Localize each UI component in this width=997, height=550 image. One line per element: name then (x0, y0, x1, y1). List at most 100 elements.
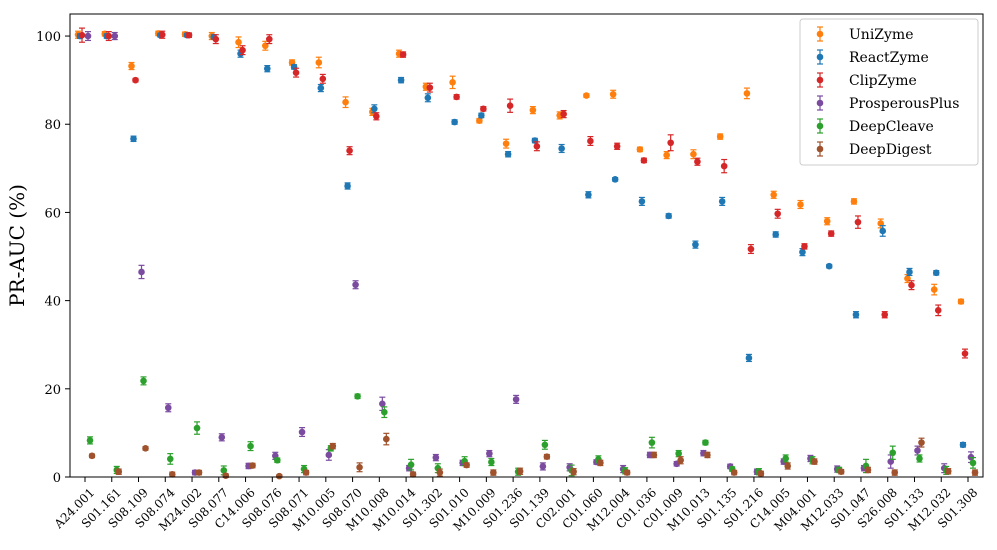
point-ClipZyme-S01.135 (720, 162, 728, 170)
point-ProsperousPlus-M10.008 (379, 400, 386, 408)
legend-label-UniZyme: UniZyme (849, 27, 914, 43)
point-UniZyme-S01.139 (529, 106, 537, 114)
point-ClipZyme-C01.036 (640, 157, 648, 164)
y-axis: 0 20 40 60 80 100 (36, 30, 70, 486)
series-DeepCleave (86, 376, 977, 477)
point-ClipZyme-S01.133 (908, 281, 915, 289)
point-ReactZyme-M10.014 (397, 76, 405, 84)
point-DeepDigest-S08.076 (276, 472, 283, 480)
point-ReactZyme-M04.001 (799, 248, 806, 256)
point-UniZyme-S01.047 (850, 198, 858, 205)
point-ClipZyme-S01.216 (747, 245, 755, 253)
point-ClipZyme-S08.070 (346, 147, 353, 154)
point-ClipZyme-S08.076 (266, 35, 273, 43)
point-DeepDigest-S01.135 (730, 469, 738, 476)
point-ClipZyme-M04.001 (801, 243, 808, 250)
point-ReactZyme-C01.060 (585, 191, 592, 199)
point-DeepCleave-S08.070 (354, 393, 361, 400)
point-DeepDigest-S08.074 (168, 471, 176, 478)
point-ProsperousPlus-S01.302 (432, 454, 440, 461)
point-UniZyme-C01.060 (583, 92, 590, 99)
y-tick-label-40: 40 (44, 295, 61, 310)
point-DeepCleave-M10.009 (488, 458, 495, 466)
point-DeepDigest-S08.070 (356, 463, 363, 471)
series-UniZyme (74, 30, 965, 305)
point-ClipZyme-C01.060 (587, 137, 594, 145)
point-DeepDigest-M12.032 (944, 467, 952, 475)
point-ReactZyme-S08.109 (130, 135, 137, 143)
point-UniZyme-M12.033 (823, 217, 831, 225)
point-ClipZyme-C14.006 (239, 46, 246, 54)
point-ProsperousPlus-S01.236 (512, 396, 520, 403)
point-DeepCleave-S26.008 (889, 449, 897, 457)
point-ClipZyme-S08.074 (158, 31, 166, 39)
point-DeepCleave-S08.076 (274, 456, 281, 464)
point-ReactZyme-S08.070 (344, 182, 351, 190)
point-DeepDigest-C02.001 (570, 468, 577, 476)
plot-marks (74, 27, 979, 480)
point-ClipZyme-C01.009 (667, 139, 674, 147)
point-UniZyme-M10.005 (315, 59, 323, 66)
point-ClipZyme-C14.005 (774, 210, 781, 218)
legend-item-ProsperousPlus: ProsperousPlus (816, 95, 959, 112)
point-DeepDigest-S08.077 (222, 472, 230, 479)
point-ClipZyme-M12.032 (934, 307, 942, 314)
legend-box (799, 18, 979, 166)
point-ClipZyme-S01.010 (453, 93, 460, 101)
point-DeepDigest-C14.005 (784, 462, 791, 470)
point-ClipZyme-S01.308 (961, 350, 969, 357)
y-tick-label-100: 100 (36, 30, 61, 45)
point-ProsperousPlus-M10.005 (325, 451, 333, 459)
point-ReactZyme-S26.008 (879, 227, 887, 235)
point-ProsperousPlus-S08.074 (164, 404, 172, 412)
point-ClipZyme-M10.008 (373, 113, 380, 120)
legend-label-ProsperousPlus: ProsperousPlus (849, 96, 959, 112)
point-UniZyme-S08.109 (128, 62, 135, 70)
point-UniZyme-C01.009 (663, 151, 670, 159)
point-ClipZyme-S01.302 (426, 84, 434, 91)
point-DeepDigest-S26.008 (891, 469, 899, 476)
legend-marker-ClipZyme (816, 76, 824, 84)
point-ClipZyme-S08.077 (212, 35, 220, 43)
point-ClipZyme-S08.109 (132, 76, 139, 84)
point-ReactZyme-S01.135 (718, 198, 726, 205)
legend-item-DeepDigest: DeepDigest (816, 141, 932, 158)
point-ReactZyme-M10.009 (478, 112, 485, 119)
point-ProsperousPlus-S08.109 (138, 268, 145, 276)
point-ReactZyme-C02.001 (558, 145, 565, 152)
point-ReactZyme-C14.005 (772, 231, 779, 238)
point-DeepCleave-S08.074 (166, 455, 174, 463)
y-tick-label-60: 60 (44, 206, 61, 221)
point-ReactZyme-S01.216 (745, 354, 753, 362)
point-UniZyme-M12.004 (609, 90, 617, 98)
legend-item-DeepCleave: DeepCleave (816, 118, 934, 135)
point-ReactZyme-S08.076 (264, 65, 271, 72)
x-axis: A24.001S01.161S08.109S08.074M24.002S08.0… (51, 477, 980, 534)
series-ClipZyme (78, 27, 969, 359)
point-DeepDigest-M10.005 (329, 442, 337, 450)
point-ClipZyme-C02.001 (560, 110, 567, 118)
point-DeepDigest-S01.139 (543, 453, 551, 461)
point-ReactZyme-C01.009 (665, 212, 672, 220)
point-ClipZyme-M10.005 (319, 75, 327, 83)
point-UniZyme-M12.032 (930, 286, 938, 293)
point-ReactZyme-M10.013 (692, 241, 699, 248)
point-DeepCleave-M10.014 (407, 461, 415, 468)
point-ClipZyme-M10.013 (694, 158, 701, 166)
point-UniZyme-S01.216 (743, 90, 751, 97)
point-DeepDigest-M10.009 (490, 469, 497, 476)
point-ClipZyme-M12.033 (827, 230, 835, 237)
legend-label-ClipZyme: ClipZyme (849, 73, 917, 89)
point-DeepCleave-C01.009 (675, 450, 682, 457)
point-ClipZyme-M24.002 (185, 31, 193, 39)
point-ReactZyme-C01.036 (638, 198, 646, 205)
point-UniZyme-M10.013 (690, 150, 697, 158)
point-DeepCleave-C14.006 (247, 442, 254, 450)
point-ClipZyme-S26.008 (881, 311, 889, 319)
point-ReactZyme-S01.236 (504, 150, 512, 158)
point-DeepDigest-M04.001 (811, 458, 818, 465)
point-ClipZyme-M10.009 (480, 105, 487, 113)
point-DeepDigest-S01.133 (918, 439, 925, 446)
point-DeepDigest-M10.008 (383, 435, 390, 443)
